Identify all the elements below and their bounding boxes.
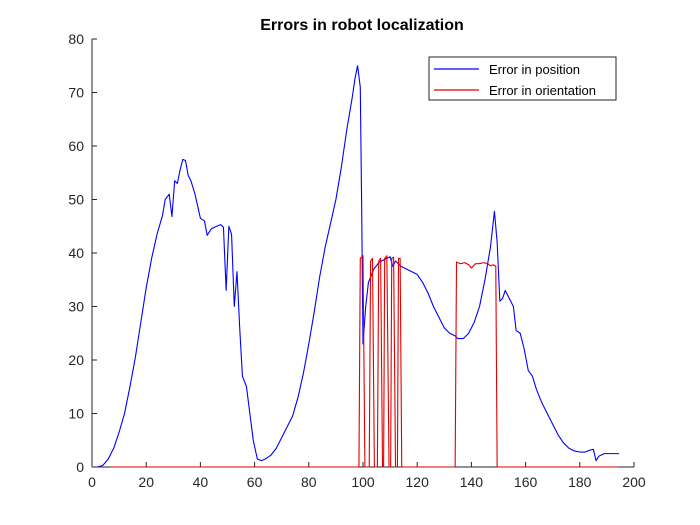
x-tick-label: 200 (622, 474, 646, 490)
x-tick-label: 60 (247, 474, 263, 490)
legend-label-orientation: Error in orientation (489, 83, 596, 98)
x-tick-label: 20 (138, 474, 154, 490)
axes: 0 20 40 60 80 100 120 140 160 180 200 0 10 20 30 40 50 60… (68, 31, 645, 490)
x-tick-label: 0 (88, 474, 96, 490)
y-tick-label: 20 (68, 352, 84, 368)
series-line-orientation (110, 255, 618, 468)
x-tick-label: 100 (351, 474, 375, 490)
x-tick-label: 180 (568, 474, 592, 490)
legend-box (428, 56, 617, 101)
series-line-position (97, 65, 620, 468)
y-tick-label: 0 (76, 459, 84, 475)
x-tick-label: 140 (460, 474, 484, 490)
y-tick-label: 50 (68, 192, 84, 208)
chart-title: Errors in robot localization (260, 17, 464, 34)
y-tick-label: 60 (68, 138, 84, 154)
legend: Error in position Error in orientation (428, 56, 617, 101)
x-tick-label: 40 (193, 474, 209, 490)
y-tick-label: 70 (68, 85, 84, 101)
y-tick-label: 40 (68, 245, 84, 261)
x-tick-label: 160 (514, 474, 538, 490)
x-tick-label: 80 (301, 474, 317, 490)
plot-area (97, 65, 620, 468)
legend-label-position: Error in position (489, 62, 580, 77)
x-tick-label: 120 (406, 474, 430, 490)
y-tick-label: 80 (68, 31, 84, 47)
y-tick-label: 10 (68, 406, 84, 422)
y-tick-label: 30 (68, 299, 84, 315)
